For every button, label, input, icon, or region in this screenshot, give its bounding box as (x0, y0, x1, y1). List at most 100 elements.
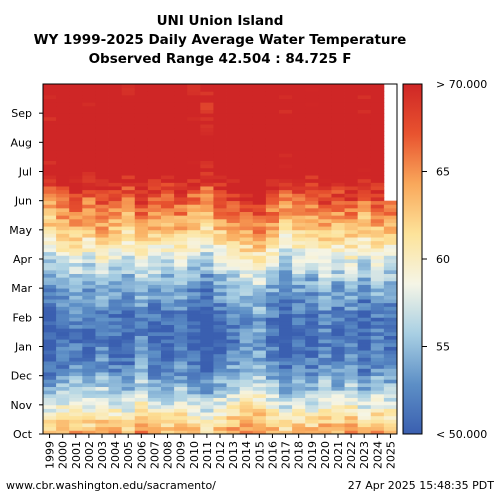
heatmap-cell (43, 368, 57, 373)
heatmap-cell (134, 397, 149, 402)
heatmap-cell (161, 280, 175, 285)
heatmap-cell (174, 244, 188, 249)
heatmap-cell (226, 375, 241, 380)
heatmap-cell (344, 328, 359, 333)
heatmap-cell (226, 313, 241, 318)
heatmap-cell (357, 156, 372, 161)
heatmap-cell (357, 233, 372, 238)
heatmap-cell (357, 91, 372, 96)
heatmap-cell (200, 415, 214, 420)
heatmap-cell (161, 317, 175, 322)
heatmap-cell (318, 135, 332, 140)
heatmap-cell (370, 335, 385, 340)
heatmap-cell (147, 364, 162, 369)
heatmap-cell (226, 317, 241, 322)
heatmap-cell (265, 262, 280, 267)
heatmap-cell (305, 149, 319, 154)
heatmap-cell (344, 222, 359, 227)
heatmap-cell (147, 426, 162, 431)
heatmap-cell (239, 313, 254, 318)
heatmap-cell (161, 262, 175, 267)
heatmap-cell (305, 127, 319, 132)
heatmap-cell (69, 324, 83, 329)
heatmap-cell (305, 357, 319, 362)
heatmap-cell (161, 328, 175, 333)
heatmap-cell (43, 204, 57, 209)
heatmap-cell (252, 404, 267, 409)
heatmap-cell (82, 328, 96, 333)
heatmap-cell (279, 233, 293, 238)
heatmap-cell (174, 222, 188, 227)
heatmap-cell (265, 390, 280, 395)
heatmap-cell (370, 127, 385, 132)
heatmap-cell (226, 233, 241, 238)
heatmap-cell (383, 353, 398, 358)
heatmap-cell (200, 145, 214, 151)
heatmap-cell (43, 248, 57, 253)
heatmap-cell (147, 237, 162, 242)
heatmap-cell (121, 386, 136, 391)
heatmap-cell (82, 149, 96, 154)
heatmap-cell (161, 372, 175, 377)
heatmap-cell (239, 149, 254, 154)
heatmap-cell (305, 397, 319, 402)
heatmap-cell (121, 295, 136, 300)
heatmap-cell (213, 313, 227, 318)
heatmap-cell (95, 302, 109, 307)
heatmap-cell (69, 361, 83, 366)
heatmap-cell (108, 423, 123, 428)
heatmap-cell (108, 357, 123, 362)
heatmap-cell (161, 302, 175, 307)
heatmap-cell (161, 240, 175, 245)
heatmap-cell (213, 222, 227, 227)
heatmap-cell (226, 386, 241, 391)
heatmap-cell (252, 226, 267, 231)
heatmap-cell (305, 156, 319, 161)
heatmap-cell (331, 393, 345, 398)
heatmap-cell (69, 193, 83, 198)
heatmap-cell (95, 324, 109, 329)
heatmap-cell (226, 189, 241, 194)
heatmap-cell (331, 284, 345, 289)
heatmap-cell (305, 233, 319, 238)
heatmap-cell (239, 310, 254, 315)
heatmap-cell (108, 364, 123, 369)
heatmap-cell (383, 393, 398, 398)
heatmap-cell (265, 430, 280, 435)
heatmap-cell (370, 320, 385, 326)
heatmap-cell (69, 105, 83, 110)
heatmap-cell (56, 368, 70, 373)
heatmap-cell (69, 91, 83, 96)
heatmap-cell (213, 324, 227, 329)
heatmap-cell (292, 138, 306, 143)
heatmap-cell (305, 131, 319, 136)
heatmap-cell (200, 138, 214, 143)
heatmap-cell (134, 142, 149, 147)
heatmap-cell (370, 105, 385, 110)
heatmap-cell (95, 419, 109, 424)
heatmap-cell (331, 357, 345, 362)
heatmap-cell (43, 299, 57, 304)
heatmap-cell (69, 259, 83, 264)
heatmap-cell (108, 91, 123, 96)
heatmap-cell (200, 167, 214, 172)
heatmap-cell (279, 335, 293, 340)
heatmap-cell (318, 401, 332, 406)
heatmap-cell (370, 408, 385, 413)
heatmap-cell (370, 226, 385, 231)
heatmap-cell (279, 240, 293, 245)
x-tick-label: 2025 (384, 441, 397, 469)
heatmap-cell (383, 277, 398, 282)
heatmap-cell (161, 324, 175, 329)
heatmap-cell (292, 105, 306, 110)
heatmap-cell (200, 98, 214, 103)
heatmap-cell (134, 193, 149, 198)
heatmap-cell (279, 412, 293, 417)
heatmap-cell (357, 364, 372, 369)
heatmap-cell (252, 91, 267, 96)
heatmap-cell (95, 145, 109, 151)
heatmap-cell (187, 339, 201, 344)
heatmap-cell (226, 215, 241, 220)
heatmap-cell (43, 171, 57, 176)
heatmap-cell (370, 244, 385, 249)
